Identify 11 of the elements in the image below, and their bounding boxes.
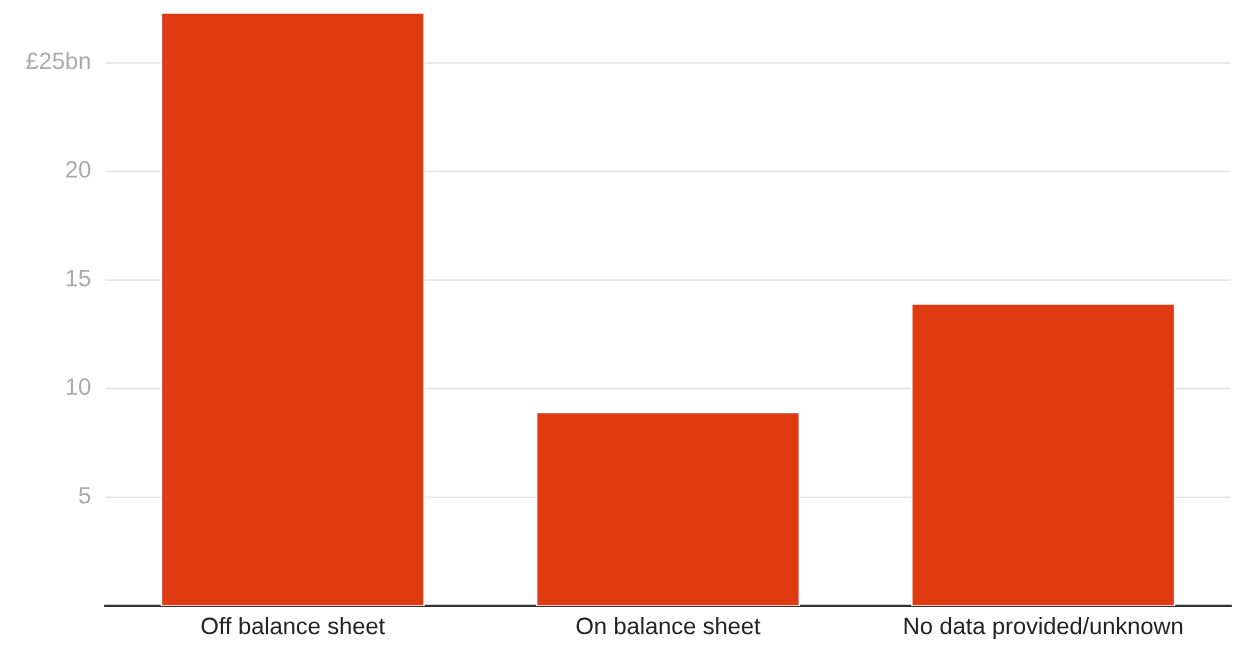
x-tick-label: Off balance sheet	[201, 616, 385, 635]
bar	[911, 303, 1176, 606]
y-tick-label: £25bn	[26, 51, 90, 70]
x-tick-label: No data provided/unknown	[904, 616, 1183, 639]
y-tick-label: 20	[66, 161, 91, 178]
bar	[535, 411, 801, 606]
bar	[160, 12, 425, 606]
y-tick-label: 10	[66, 378, 91, 396]
y-tick-label: 15	[66, 269, 91, 287]
y-tick-label: 5	[79, 487, 91, 504]
x-tick-label: On balance sheet	[576, 616, 761, 635]
